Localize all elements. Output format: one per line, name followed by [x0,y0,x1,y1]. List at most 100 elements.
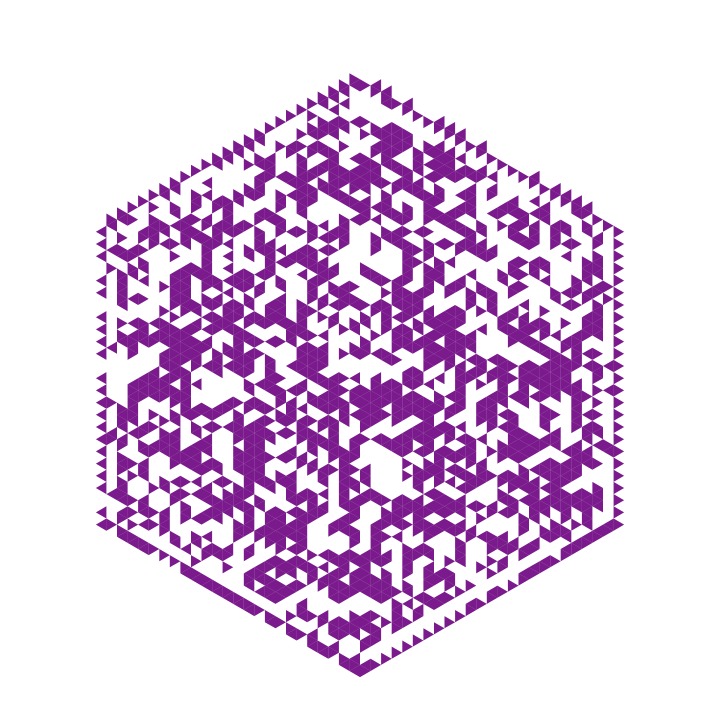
triangle-tile [307,433,318,446]
triangle-tile [127,244,139,257]
triangle-tile [571,195,582,208]
triangle-tile [254,439,265,452]
triangle-tile [222,494,234,507]
triangle-tile [391,506,403,519]
triangle-tile [370,585,382,598]
triangle-tile [169,298,181,312]
triangle-tile [444,323,456,336]
triangle-tile [117,457,128,470]
triangle-tile [402,518,413,531]
triangle-tile [434,341,445,354]
triangle-tile [222,475,234,488]
triangle-tile [360,311,371,324]
triangle-tile [296,189,308,202]
triangle-tile [349,512,360,525]
triangle-tile [338,524,350,537]
triangle-tile [465,524,477,537]
triangle-tile [465,451,477,464]
triangle-tile [95,481,107,495]
triangle-tile [328,628,339,641]
triangle-tile [286,451,297,464]
triangle-tile [465,207,477,220]
triangle-tile [201,311,213,324]
triangle-tile [486,292,498,305]
triangle-tile [370,146,382,159]
triangle-tile [212,402,223,415]
triangle-tile [550,329,561,342]
triangle-tile [169,335,181,348]
triangle-tile [571,396,582,409]
triangle-tile [529,439,540,452]
triangle-tile [338,195,350,208]
triangle-tile [529,256,540,269]
triangle-tile [159,481,170,495]
triangle-tile [360,555,371,568]
triangle-tile [497,475,508,488]
triangle-tile [444,359,456,373]
triangle-tile [349,652,360,665]
triangle-tile [117,292,128,305]
triangle-tile [296,579,308,592]
triangle-tile [529,506,540,519]
triangle-tile [370,530,382,543]
triangle-tile [254,451,265,464]
triangle-tile [518,567,529,580]
triangle-tile [127,408,139,421]
triangle-tile [254,457,265,470]
triangle-tile [338,567,350,580]
triangle-tile [338,237,350,251]
triangle-tile [381,305,392,318]
triangle-tile [296,451,308,464]
triangle-tile [434,347,445,360]
triangle-tile [402,274,413,287]
triangle-tile [465,469,477,482]
triangle-tile [349,183,360,196]
triangle-tile [571,542,582,556]
triangle-tile [338,140,350,153]
triangle-tile [254,311,265,324]
triangle-tile [581,457,593,470]
triangle-tile [571,420,582,434]
triangle-tile [550,225,561,238]
triangle-tile [423,347,434,360]
triangle-tile [349,494,360,507]
triangle-tile [254,433,265,446]
triangle-tile [317,244,329,257]
triangle-tile [233,329,244,342]
triangle-tile [613,420,625,434]
triangle-tile [307,256,318,269]
triangle-tile [381,85,392,98]
triangle-tile [286,475,297,488]
triangle-tile [148,329,160,342]
triangle-tile [486,585,498,598]
triangle-tile [296,329,308,342]
triangle-tile [201,335,213,348]
triangle-tile [571,439,582,452]
triangle-tile [138,518,149,531]
triangle-tile [307,231,318,244]
triangle-tile [581,500,593,513]
triangle-tile [402,140,413,153]
triangle-tile [539,323,551,336]
triangle-tile [243,317,255,330]
triangle-tile [486,207,498,220]
triangle-tile [243,329,255,342]
triangle-tile [180,475,191,488]
triangle-tile [180,323,191,336]
triangle-tile [550,457,561,470]
triangle-tile [529,463,540,476]
triangle-tile [370,213,382,226]
triangle-tile [307,561,318,574]
triangle-tile [286,396,297,409]
triangle-tile [370,268,382,281]
triangle-tile [275,427,286,440]
triangle-tile [286,494,297,507]
triangle-tile [476,402,487,415]
triangle-tile [507,427,519,440]
triangle-tile [243,481,255,495]
triangle-tile [349,292,360,305]
triangle-tile [148,384,160,397]
triangle-tile [539,329,551,342]
triangle-tile [360,128,371,141]
triangle-tile [434,207,445,220]
